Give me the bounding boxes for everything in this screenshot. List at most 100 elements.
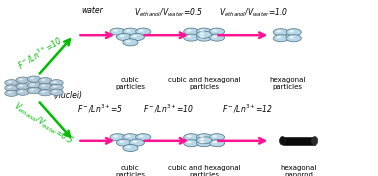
Circle shape: [110, 28, 125, 35]
Circle shape: [42, 85, 46, 87]
Circle shape: [197, 134, 212, 141]
Circle shape: [123, 39, 138, 46]
Text: cubic and hexagonal
particles: cubic and hexagonal particles: [168, 165, 240, 176]
Circle shape: [19, 85, 23, 87]
Text: hexagonal
nanorod: hexagonal nanorod: [280, 165, 317, 176]
Circle shape: [187, 30, 192, 32]
Circle shape: [27, 82, 41, 89]
Circle shape: [212, 36, 217, 38]
Circle shape: [8, 92, 12, 93]
Circle shape: [209, 28, 225, 35]
Text: V$_{ethanol}$/V$_{water}$=0.5: V$_{ethanol}$/V$_{water}$=0.5: [134, 6, 203, 19]
Text: (nuclei): (nuclei): [53, 90, 82, 100]
Text: cubic
particles: cubic particles: [115, 77, 146, 90]
Circle shape: [53, 90, 57, 92]
Text: V$_{ethanol}$/V$_{water}$=1.0: V$_{ethanol}$/V$_{water}$=1.0: [218, 6, 288, 19]
Circle shape: [5, 90, 19, 96]
Circle shape: [27, 76, 41, 82]
Circle shape: [184, 34, 199, 41]
Circle shape: [126, 146, 131, 148]
Circle shape: [286, 35, 301, 42]
Text: cubic
particles: cubic particles: [115, 165, 146, 176]
Circle shape: [136, 28, 151, 35]
Text: cubic and hexagonal
particles: cubic and hexagonal particles: [168, 77, 240, 90]
Circle shape: [200, 135, 204, 137]
Circle shape: [5, 80, 19, 86]
Circle shape: [123, 134, 138, 141]
Circle shape: [50, 80, 63, 86]
Circle shape: [113, 30, 118, 32]
Bar: [282, 137, 314, 145]
Circle shape: [126, 40, 131, 43]
Circle shape: [197, 28, 212, 35]
Circle shape: [276, 30, 281, 32]
Circle shape: [50, 84, 63, 91]
Circle shape: [119, 35, 124, 37]
Circle shape: [116, 139, 132, 146]
Circle shape: [289, 30, 294, 32]
Circle shape: [129, 33, 144, 40]
Circle shape: [30, 77, 34, 79]
Circle shape: [53, 81, 57, 83]
Circle shape: [197, 137, 212, 144]
Text: V$_{ethanol}$/V$_{water}$=0.5: V$_{ethanol}$/V$_{water}$=0.5: [11, 99, 76, 147]
Text: water: water: [82, 6, 104, 15]
Circle shape: [209, 34, 225, 41]
Circle shape: [273, 35, 288, 42]
Circle shape: [126, 30, 131, 32]
Circle shape: [209, 140, 225, 147]
Circle shape: [187, 36, 192, 38]
Circle shape: [197, 140, 212, 147]
Circle shape: [212, 30, 217, 32]
Circle shape: [16, 89, 29, 95]
Text: F$^-$/Ln$^{3+}$=12: F$^-$/Ln$^{3+}$=12: [222, 103, 273, 115]
Circle shape: [184, 134, 199, 141]
Ellipse shape: [279, 137, 286, 145]
Circle shape: [212, 135, 217, 137]
Circle shape: [50, 89, 63, 95]
Circle shape: [16, 77, 29, 83]
Circle shape: [39, 77, 52, 84]
Circle shape: [123, 28, 138, 35]
Text: hexagonal
particles: hexagonal particles: [269, 77, 305, 90]
Circle shape: [113, 135, 118, 137]
Circle shape: [42, 91, 46, 93]
Circle shape: [139, 30, 144, 32]
Circle shape: [30, 89, 34, 91]
Text: F$^-$/Ln$^{3+}$=5: F$^-$/Ln$^{3+}$=5: [77, 103, 123, 115]
Circle shape: [212, 141, 217, 143]
Circle shape: [16, 83, 29, 90]
Circle shape: [136, 134, 151, 141]
Circle shape: [184, 140, 199, 147]
Circle shape: [200, 33, 204, 35]
Circle shape: [200, 36, 204, 38]
Text: F$^-$/Ln$^{3+}$=10: F$^-$/Ln$^{3+}$=10: [143, 103, 194, 115]
Circle shape: [197, 31, 212, 38]
Circle shape: [129, 139, 144, 146]
Circle shape: [116, 33, 132, 40]
Circle shape: [286, 29, 301, 36]
Circle shape: [200, 138, 204, 140]
Circle shape: [119, 140, 124, 143]
Circle shape: [132, 35, 137, 37]
Circle shape: [19, 78, 23, 80]
Circle shape: [273, 29, 288, 36]
Circle shape: [187, 141, 192, 143]
Circle shape: [30, 84, 34, 86]
Circle shape: [276, 36, 281, 38]
Circle shape: [19, 90, 23, 92]
Circle shape: [184, 28, 199, 35]
Circle shape: [200, 30, 204, 32]
Circle shape: [289, 36, 294, 38]
Circle shape: [8, 86, 12, 88]
Ellipse shape: [311, 137, 318, 145]
Circle shape: [209, 134, 225, 141]
Circle shape: [5, 85, 19, 91]
Circle shape: [126, 135, 131, 137]
Circle shape: [8, 81, 12, 83]
Circle shape: [39, 90, 52, 96]
Circle shape: [187, 135, 192, 137]
Circle shape: [132, 140, 137, 143]
Circle shape: [42, 79, 46, 81]
Text: F$^-$/Ln$^{3+}$=10: F$^-$/Ln$^{3+}$=10: [15, 34, 64, 72]
